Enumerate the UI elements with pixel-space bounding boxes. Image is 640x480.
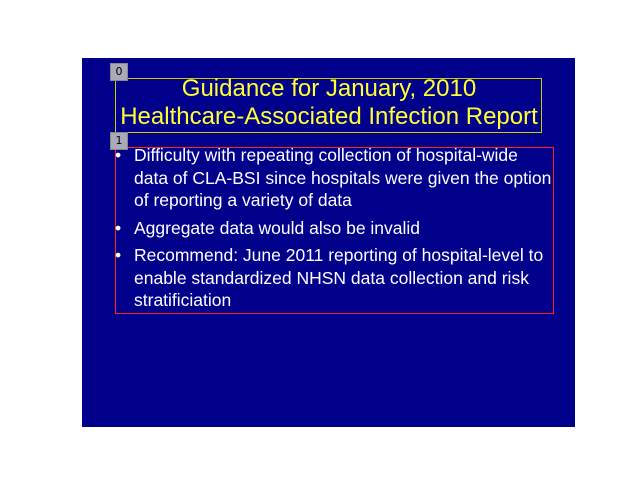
list-item: • Difficulty with repeating collection o… [113, 144, 553, 212]
bullet-text: Difficulty with repeating collection of … [134, 145, 552, 210]
title-region-outline [115, 78, 542, 133]
title-line-2: Healthcare-Associated Infection Report [120, 103, 538, 130]
region-tag-title: 0 [110, 63, 128, 81]
title-line-1: Guidance for January, 2010 [181, 75, 477, 102]
slide-background [82, 58, 575, 427]
bullet-icon: • [115, 217, 122, 238]
body-region-outline [115, 147, 554, 314]
list-item: • Aggregate data would also be invalid [113, 217, 553, 240]
bullet-icon: • [115, 145, 122, 165]
bullet-list: • Difficulty with repeating collection o… [113, 144, 553, 317]
list-item: • Recommend: June 2011 reporting of hosp… [113, 244, 553, 312]
bullet-text: Aggregate data would also be invalid [134, 217, 421, 238]
region-tag-body: 1 [110, 132, 128, 150]
bullet-icon: • [115, 245, 122, 265]
bullet-text: Recommend: June 2011 reporting of hospit… [134, 245, 544, 310]
slide-title: Guidance for January, 2010 Healthcare-As… [112, 75, 546, 131]
